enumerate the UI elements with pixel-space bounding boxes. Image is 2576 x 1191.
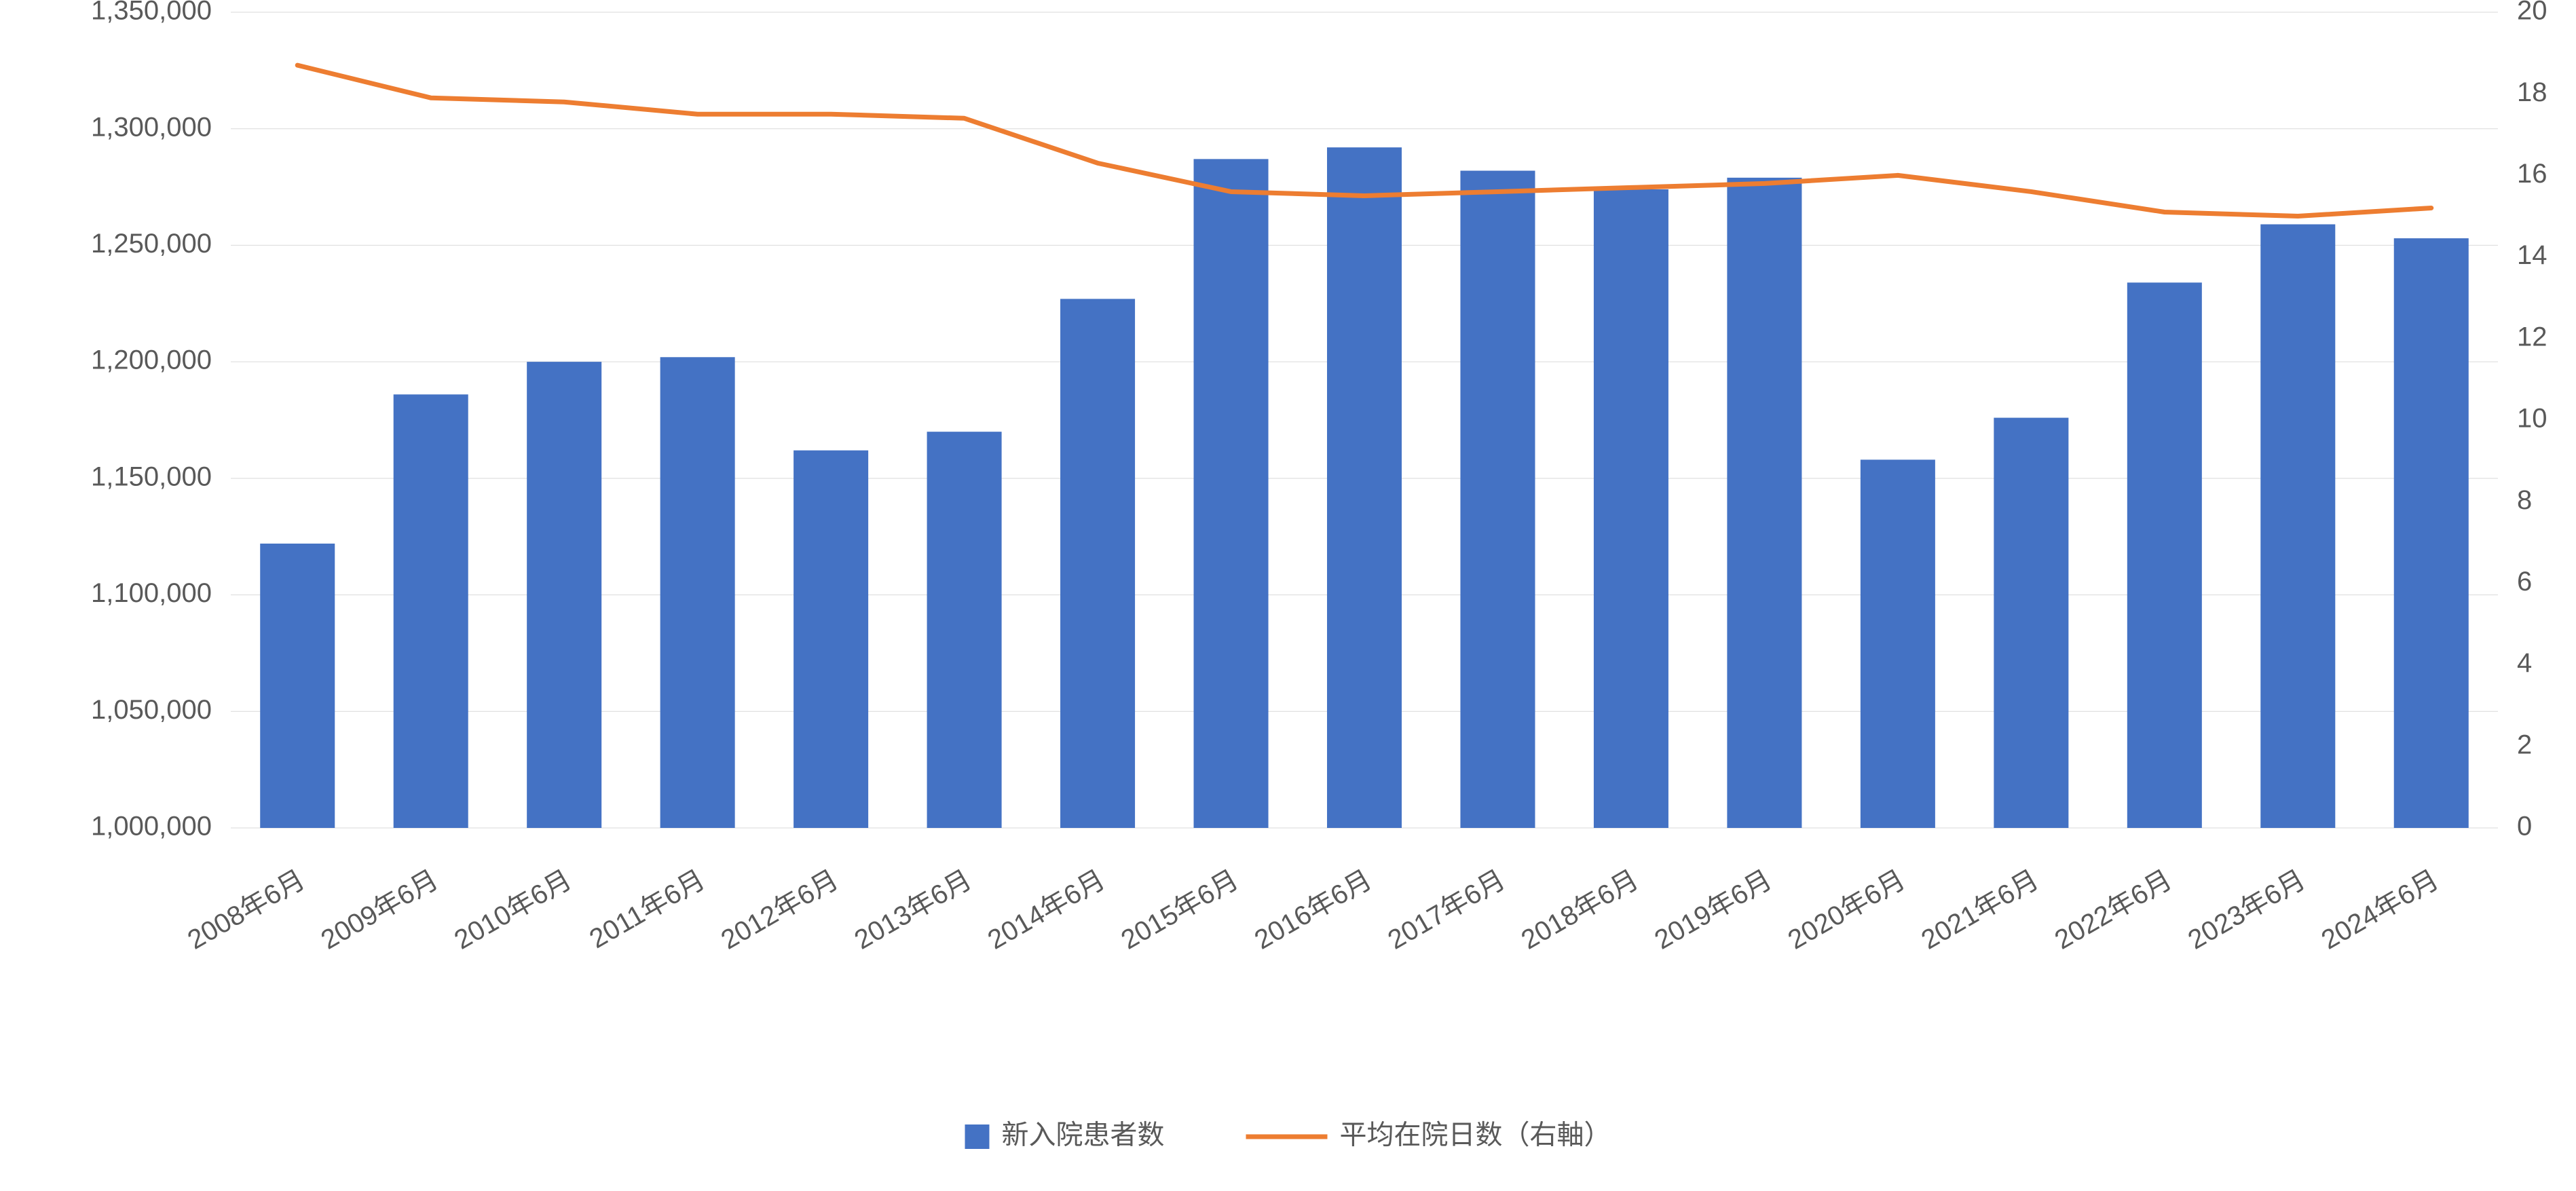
bar <box>2260 225 2335 828</box>
bar <box>1727 178 1802 828</box>
bar <box>260 544 335 828</box>
legend-label: 平均在院日数（右軸） <box>1340 1120 1611 1150</box>
y-left-tick-label: 1,000,000 <box>91 812 212 842</box>
bar <box>660 357 735 828</box>
y-right-tick-label: 8 <box>2517 485 2532 515</box>
y-right-tick-label: 12 <box>2517 322 2547 352</box>
y-right-tick-label: 16 <box>2517 159 2547 189</box>
combo-chart: 1,000,000 1,050,000 1,100,000 1,150,000 1,20… <box>0 0 2576 1191</box>
y-left-tick-label: 1,200,000 <box>91 345 212 375</box>
bar <box>2394 238 2469 828</box>
legend-label: 新入院患者数 <box>1002 1120 1165 1150</box>
bar <box>1060 299 1135 828</box>
y-right-tick-label: 4 <box>2517 648 2532 678</box>
bar <box>1194 159 1269 828</box>
y-left-tick-label: 1,250,000 <box>91 229 212 259</box>
bar <box>1460 171 1535 828</box>
bar <box>2127 282 2202 828</box>
bar <box>794 451 868 828</box>
y-right-tick-label: 20 <box>2517 0 2547 26</box>
bar <box>394 394 468 828</box>
y-left-tick-label: 1,150,000 <box>91 461 212 491</box>
y-right-tick-label: 10 <box>2517 404 2547 434</box>
y-right-tick-label: 6 <box>2517 567 2532 597</box>
y-left-tick-label: 1,100,000 <box>91 578 212 608</box>
bar <box>927 432 1002 828</box>
bar <box>1994 418 2068 828</box>
y-left-tick-label: 1,350,000 <box>91 0 212 26</box>
y-left-tick-label: 1,300,000 <box>91 112 212 142</box>
bar <box>1594 189 1668 828</box>
y-left-tick-label: 1,050,000 <box>91 695 212 725</box>
bar <box>1861 459 1935 828</box>
bar <box>527 362 601 828</box>
bar <box>1327 147 1402 828</box>
y-right-tick-label: 0 <box>2517 812 2532 842</box>
y-right-tick-label: 2 <box>2517 730 2532 759</box>
y-right-tick-label: 18 <box>2517 77 2547 107</box>
chart-container: 1,000,000 1,050,000 1,100,000 1,150,000 1,20… <box>0 0 2576 1191</box>
y-right-tick-label: 14 <box>2517 240 2547 270</box>
legend-bar-swatch <box>965 1124 990 1149</box>
